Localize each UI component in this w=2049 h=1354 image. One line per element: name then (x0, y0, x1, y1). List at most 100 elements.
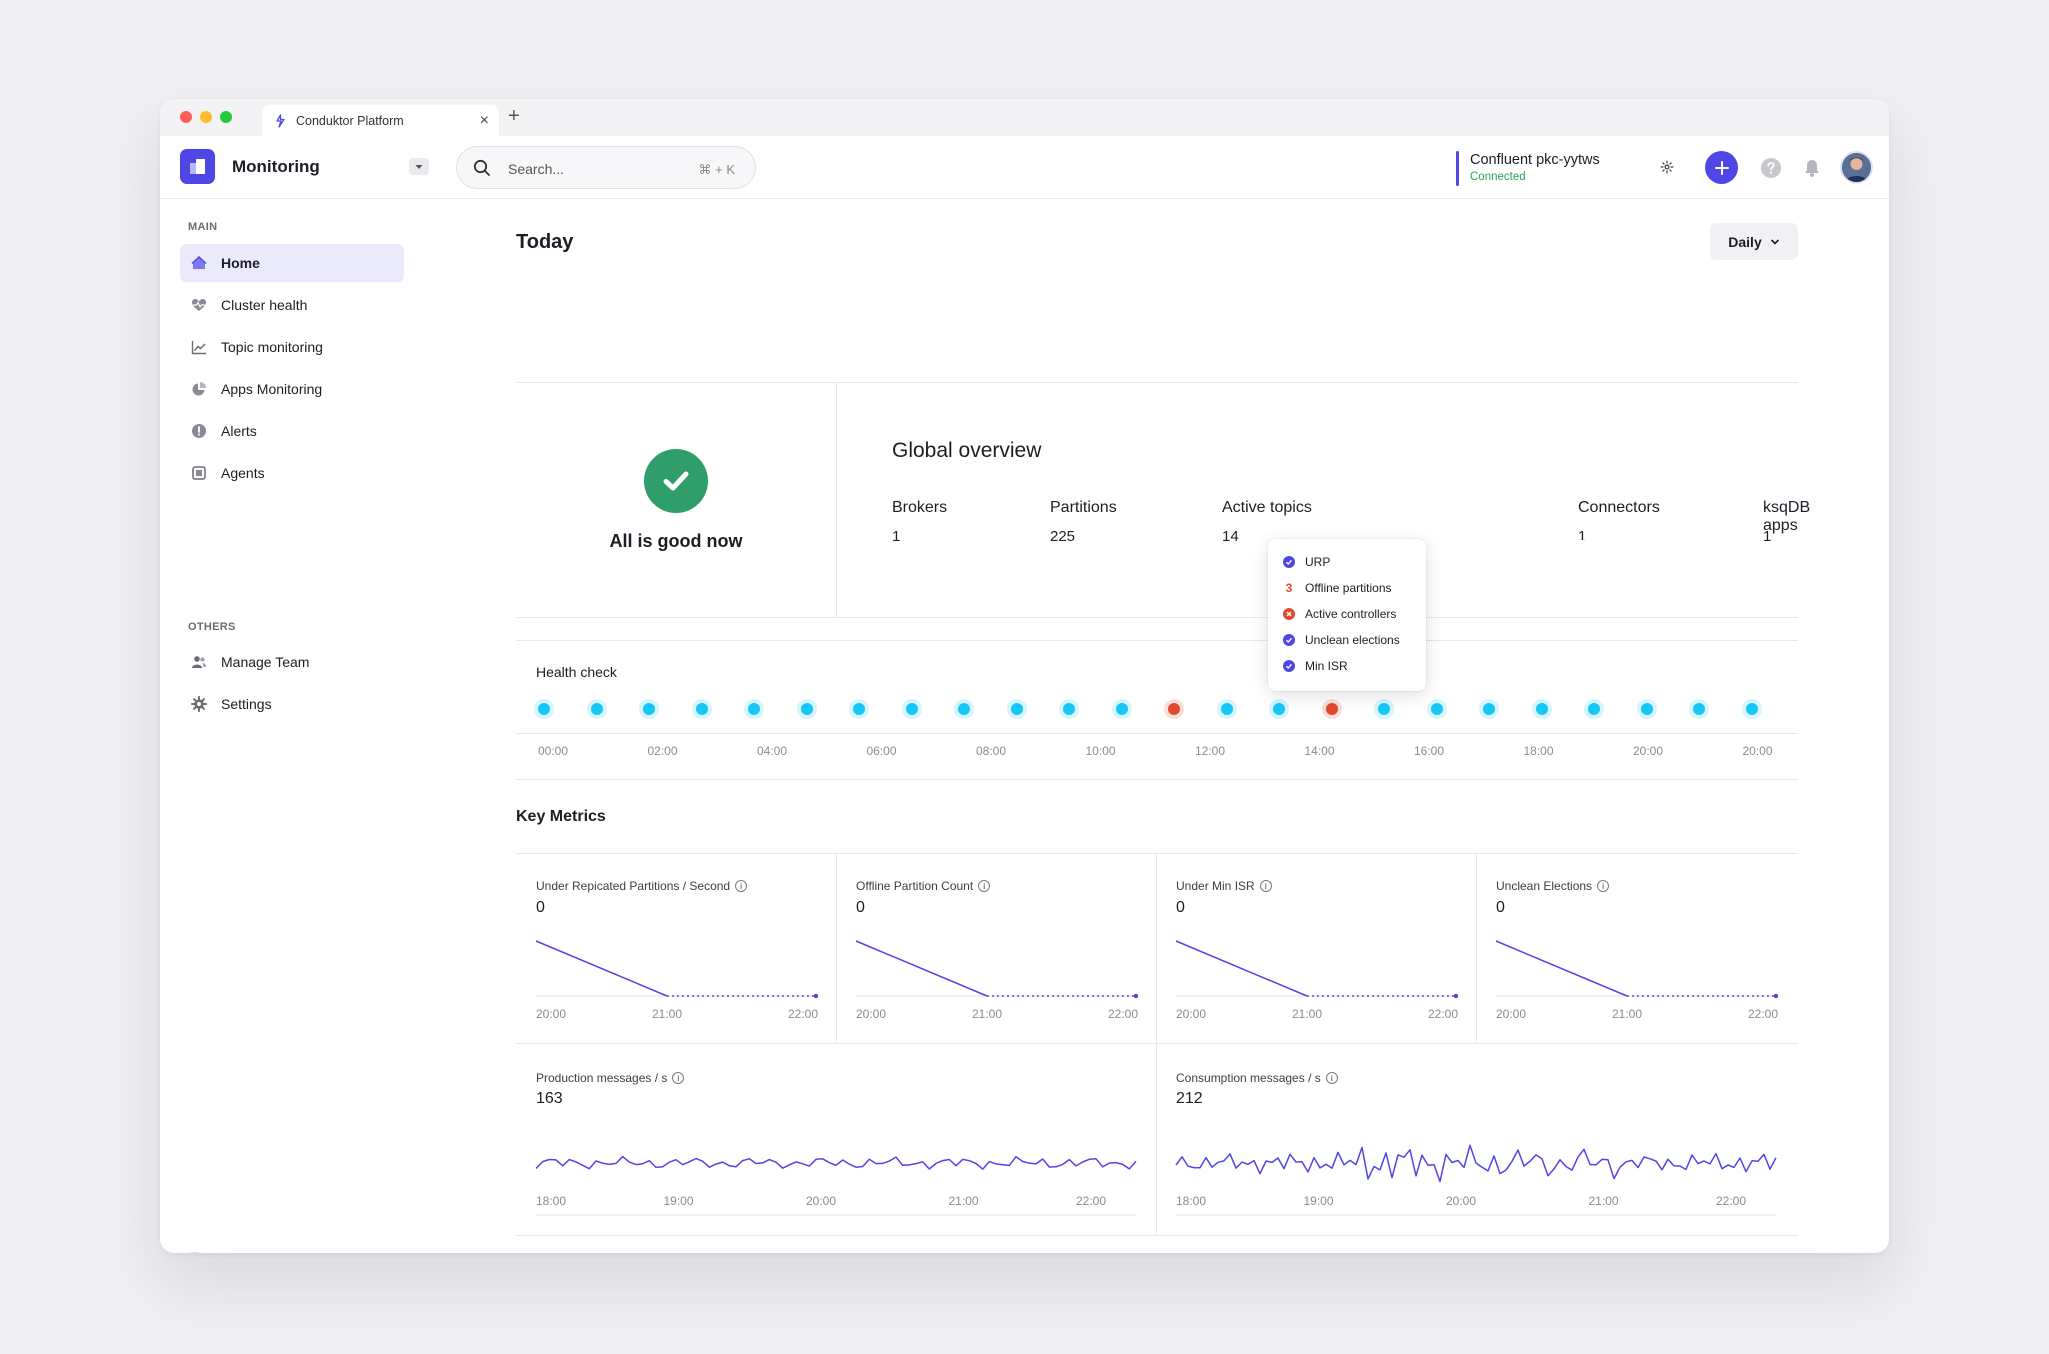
series-line (535, 1155, 1137, 1170)
check-circle-icon (1283, 556, 1295, 568)
health-check-dot-ok[interactable] (1640, 703, 1653, 715)
window-minimize-button[interactable] (200, 111, 212, 123)
series-endpoint (1133, 993, 1139, 999)
health-check-dot-ok[interactable] (1010, 703, 1023, 715)
sidebar-item-agents[interactable]: Agents (180, 454, 404, 492)
popover-item-unclean-elections: Unclean elections (1283, 632, 1400, 648)
sidebar-item-label: Home (221, 255, 260, 271)
health-check-dot-ok[interactable] (590, 703, 603, 715)
message-card-label: Consumption messages / s i (1176, 1071, 1338, 1085)
health-check-dot-ok[interactable] (1693, 703, 1705, 715)
health-check-dot-ok[interactable] (1588, 703, 1600, 715)
health-check-dot-ok[interactable] (1535, 703, 1548, 715)
stat-value-brokers: 1 (892, 528, 901, 545)
metric-card-value: 0 (1176, 899, 1185, 916)
help-button[interactable] (1761, 158, 1781, 178)
health-check-dot-ok[interactable] (1063, 703, 1075, 715)
browser-chrome: Conduktor Platform × + (160, 99, 1889, 136)
sidebar-item-settings[interactable]: Settings (180, 685, 404, 723)
sidebar-item-manage-team[interactable]: Manage Team (180, 643, 404, 681)
message-axis-tick: 21:00 (948, 1194, 979, 1208)
message-sparkline (535, 1155, 1137, 1216)
metric-axis-tick: 21:00 (651, 1007, 683, 1021)
search-input[interactable]: Search... ⌘ + K (456, 146, 756, 189)
metric-card-value: 0 (856, 899, 865, 916)
message-card-title: Consumption messages / s (1176, 1071, 1321, 1085)
sidebar-item-apps-monitoring[interactable]: Apps Monitoring (180, 370, 404, 408)
health-check-dot-ok[interactable] (1430, 703, 1443, 715)
metric-card-label: Offline Partition Count i (856, 879, 991, 893)
tab-close-icon[interactable]: × (479, 112, 489, 129)
message-axis-tick: 20:00 (805, 1194, 837, 1208)
health-check-dot-ok[interactable] (1378, 703, 1390, 715)
theme-toggle-button[interactable] (180, 1252, 210, 1253)
metric-card-title: Under Min ISR (1176, 879, 1255, 893)
add-button[interactable] (1705, 151, 1738, 184)
health-check-dot-ok[interactable] (1220, 703, 1233, 715)
info-icon[interactable]: i (1325, 1072, 1338, 1084)
app-logo[interactable] (180, 149, 215, 184)
info-icon[interactable]: i (1259, 880, 1272, 892)
health-check-dot-ok[interactable] (1273, 703, 1285, 715)
window-maximize-button[interactable] (220, 111, 232, 123)
health-check-dot-ok[interactable] (1745, 703, 1758, 715)
health-check-dot-ok[interactable] (695, 703, 708, 715)
metric-axis-tick: 22:00 (1747, 1007, 1778, 1021)
metric-axis-tick: 21:00 (1611, 1007, 1643, 1021)
metric-card-value: 0 (536, 899, 545, 916)
health-check-dot-ok[interactable] (748, 703, 760, 715)
health-check-dot-ok[interactable] (1483, 703, 1495, 715)
user-avatar[interactable] (1840, 151, 1873, 184)
series-line (535, 940, 668, 997)
sidebar-item-home[interactable]: Home (180, 244, 404, 282)
health-check-tick: 06:00 (866, 744, 897, 758)
period-select[interactable]: Daily (1710, 223, 1798, 260)
agent-icon (191, 465, 207, 481)
message-card-label: Production messages / s i (536, 1071, 685, 1085)
health-check-tick: 04:00 (756, 744, 788, 758)
sidebar-item-cluster-health[interactable]: Cluster health (180, 286, 404, 324)
stat-value-active-topics: 14 (1222, 528, 1239, 545)
sidebar-item-topic-monitoring[interactable]: Topic monitoring (180, 328, 404, 366)
health-check-dot-ok[interactable] (1115, 703, 1128, 715)
key-metrics-title: Key Metrics (516, 808, 606, 825)
window-close-button[interactable] (180, 111, 192, 123)
metric-card-label: Unclean Elections i (1496, 879, 1610, 893)
health-check-dot-ok[interactable] (538, 703, 550, 715)
health-check-dot-ok[interactable] (905, 703, 918, 715)
info-icon[interactable]: i (978, 880, 991, 892)
browser-tab[interactable]: Conduktor Platform × (262, 105, 499, 136)
health-check-dot-error[interactable] (1325, 703, 1338, 715)
cluster-name[interactable]: Confluent pkc-yytws (1470, 152, 1600, 168)
cluster-settings-button[interactable] (1658, 158, 1676, 176)
health-check-dot-ok[interactable] (643, 703, 655, 715)
page-title: Today (516, 231, 574, 253)
info-icon[interactable]: i (735, 880, 748, 892)
health-check-tick: 20:00 (1742, 744, 1773, 758)
series-line (855, 940, 988, 997)
sidebar-item-label: Alerts (221, 423, 257, 439)
metric-axis-tick: 20:00 (1176, 1007, 1207, 1021)
search-icon (473, 159, 490, 176)
metric-sparkline (1495, 940, 1779, 999)
health-check-dot-ok[interactable] (853, 703, 865, 715)
series-line (1175, 1144, 1777, 1183)
health-check-tick: 00:00 (537, 744, 569, 758)
check-icon (663, 471, 689, 491)
info-icon[interactable]: i (1597, 880, 1610, 892)
sidebar-item-alerts[interactable]: Alerts (180, 412, 404, 450)
divider (1156, 853, 1157, 1235)
divider (836, 853, 837, 1043)
divider (516, 853, 1798, 854)
status-text: All is good now (609, 531, 743, 551)
health-check-dot-error[interactable] (1168, 703, 1180, 715)
health-check-dot-ok[interactable] (958, 703, 970, 715)
avatar-image (1842, 153, 1871, 182)
notifications-button[interactable] (1802, 157, 1822, 178)
message-card-value: 212 (1176, 1090, 1203, 1107)
health-check-dot-ok[interactable] (800, 703, 813, 715)
app-switcher-dropdown[interactable] (409, 158, 429, 175)
new-tab-icon[interactable]: + (508, 105, 520, 127)
info-icon[interactable]: i (672, 1072, 685, 1084)
metric-sparkline (1175, 940, 1459, 999)
